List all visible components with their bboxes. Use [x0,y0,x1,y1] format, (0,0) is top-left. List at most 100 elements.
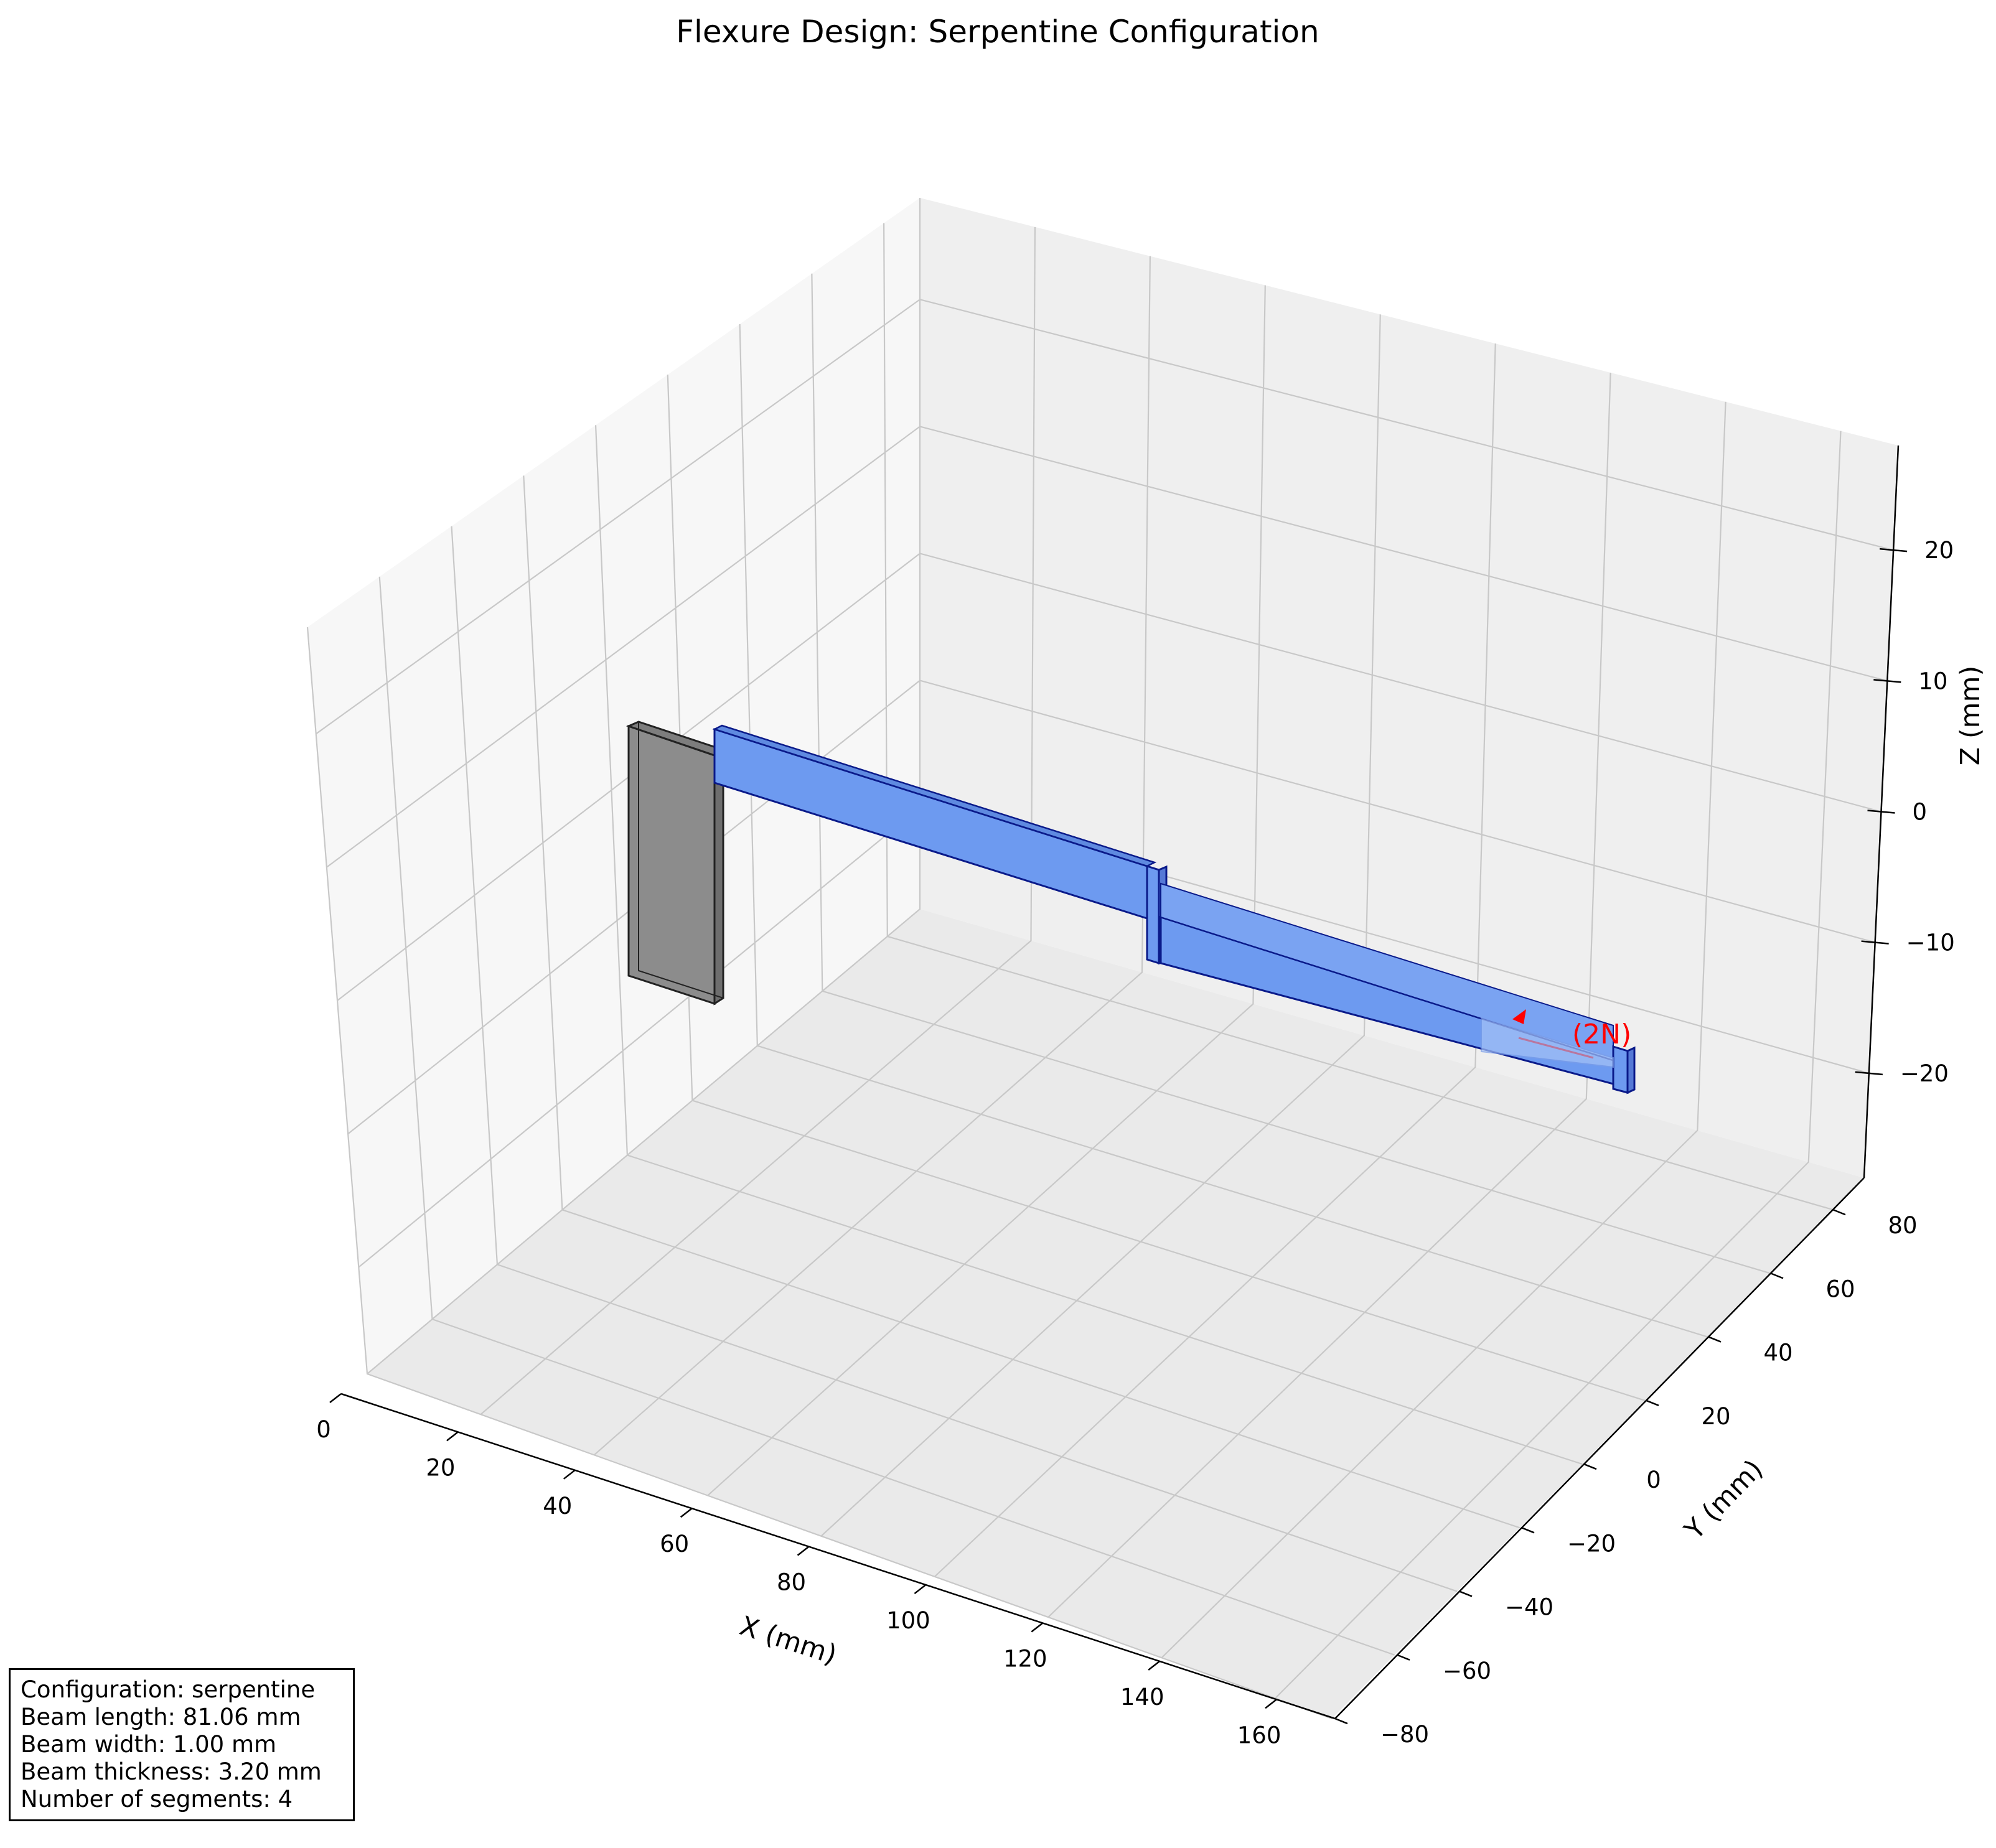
x-tick-label-3: 60 [660,1531,689,1557]
grid-x-7 [1161,401,1727,1659]
y-tick-3 [1521,1527,1535,1534]
grid-y-5 [667,375,1646,1401]
x-axis-line [340,1393,1336,1720]
y-tick-label-7: 60 [1825,1276,1855,1302]
force-arrow-shaft [1518,1037,1594,1059]
grid-y-0 [306,627,1333,1720]
force-arrow-head [1512,1009,1526,1024]
info-num-segments: Number of segments: 4 [21,1786,293,1813]
grid-x-2 [593,256,1151,1456]
x-tick-6 [1031,1622,1044,1633]
x-axis-label: X (mm) [736,1610,840,1671]
grid-z-1 [347,679,1875,1135]
x-tick-label-2: 40 [543,1493,572,1519]
z-tick-2 [1867,810,1895,814]
y-tick-label-4: 0 [1646,1467,1661,1493]
y-tick-0 [1334,1717,1348,1725]
grid-x-8 [1275,431,1842,1699]
grid-x-5 [934,343,1496,1577]
x-tick-1 [446,1431,459,1442]
end-tab-face [1612,1045,1629,1094]
x-tick-label-8: 160 [1237,1722,1281,1748]
grid-lines [306,198,1894,1720]
grid-z-4 [316,299,1894,735]
anchor-front-face [627,724,716,1006]
y-tick-label-6: 40 [1763,1340,1792,1366]
x-tick-label-4: 80 [777,1569,806,1596]
y-tick-2 [1459,1590,1473,1597]
y-tick-4 [1583,1463,1597,1470]
grid-y-4 [594,425,1583,1465]
info-beam-thickness: Beam thickness: 3.20 mm [21,1758,322,1785]
x-tick-label-5: 100 [886,1607,930,1634]
y-tick-label-8: 80 [1888,1212,1917,1239]
pane-left [307,198,920,1374]
z-tick-3 [1873,679,1901,683]
z-tick-label-2: 0 [1913,799,1928,826]
z-tick-label-1: −10 [1906,930,1955,956]
z-tick-1 [1861,940,1889,945]
y-tick-label-5: 20 [1701,1403,1730,1430]
y-tick-label-3: −20 [1567,1530,1616,1557]
z-ticks: −20 −10 0 10 20 [1855,537,1955,1087]
y-tick-6 [1708,1336,1722,1343]
x-tick-8 [1265,1699,1277,1709]
beam-end-tab [1481,1017,1636,1094]
z-tick-4 [1880,548,1908,553]
force-label: (2N) [1572,1019,1631,1050]
grid-y-7 [811,273,1771,1274]
grid-x-0 [367,198,921,1374]
y-ticks: −80 −60 −40 −20 0 20 40 60 80 [1334,1208,1918,1748]
info-beam-length: Beam length: 81.06 mm [21,1704,301,1730]
anchor-side-face [713,748,724,1006]
grid-z-2 [337,553,1881,1001]
beam-segment-1-top [712,724,1157,867]
x-tick-0 [329,1393,342,1403]
y-tick-label-2: −40 [1505,1594,1553,1621]
z-tick-0 [1855,1071,1883,1076]
grid-x-1 [480,226,1036,1416]
z-tick-label-3: 10 [1918,668,1947,694]
x-tick-label-6: 120 [1003,1645,1047,1672]
y-tick-label-0: −80 [1380,1721,1429,1748]
y-axis-line [1334,1177,1865,1719]
chart-title: Flexure Design: Serpentine Configuration [676,14,1319,50]
info-beam-width: Beam width: 1.00 mm [21,1731,277,1758]
x-tick-label-0: 0 [316,1416,331,1443]
y-axis-label: Y (mm) [1679,1454,1769,1546]
anchor-block [626,721,726,1006]
grid-x-3 [707,285,1266,1496]
end-tab-side [1626,1046,1636,1094]
force-arrow [1512,1009,1594,1059]
connector-1-face [1146,864,1160,965]
x-tick-3 [680,1508,693,1518]
y-tick-5 [1646,1399,1659,1406]
x-tick-4 [797,1546,810,1556]
y-tick-7 [1770,1272,1784,1279]
x-tick-7 [1148,1660,1160,1671]
info-configuration: Configuration: serpentine [21,1676,316,1703]
grid-x-4 [820,314,1381,1537]
grid-y-2 [451,526,1458,1592]
z-axis-label: Z (mm) [1955,666,1986,765]
x-tick-5 [914,1584,927,1595]
grid-z-3 [326,426,1888,868]
end-tab-overlay [1481,1017,1614,1068]
x-tick-2 [563,1469,576,1480]
grid-y-8 [883,223,1834,1211]
y-tick-8 [1832,1208,1846,1216]
x-tick-label-7: 140 [1120,1684,1164,1710]
y-tick-1 [1397,1654,1410,1661]
grid-x-6 [1047,372,1611,1618]
grid-y-6 [739,324,1708,1338]
x-ticks: 0 20 40 60 80 100 120 140 160 [316,1393,1281,1748]
y-tick-label-1: −60 [1443,1658,1491,1684]
x-tick-label-1: 20 [426,1454,455,1481]
z-tick-label-4: 20 [1924,537,1954,564]
anchor-inner-edge [638,722,724,999]
grid-y-3 [523,475,1520,1529]
info-box: Configuration: serpentine Beam length: 8… [9,1668,355,1821]
z-tick-label-0: −20 [1900,1060,1949,1087]
grid-y-1 [378,576,1395,1656]
